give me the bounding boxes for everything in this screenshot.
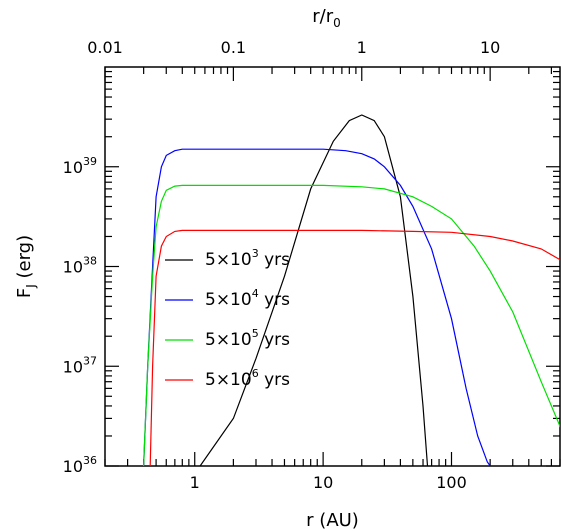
- series-lines: [143, 114, 560, 466]
- y-tick-label: 1038: [63, 255, 97, 277]
- x2-axis-title: r/r0: [312, 6, 341, 30]
- series-line-4: [149, 229, 560, 466]
- x-tick-label: 10: [313, 473, 333, 492]
- x2-tick-label: 1: [357, 38, 367, 57]
- x2-tick-label: 0.1: [221, 38, 246, 57]
- legend-label: 5×106 yrs: [205, 367, 290, 390]
- x2-tick-label: 10: [480, 38, 500, 57]
- legend-label: 5×104 yrs: [205, 287, 290, 310]
- series-line-1: [199, 114, 429, 466]
- y-tick-labels: 1036 1037 1038 1039: [63, 155, 97, 476]
- x-tick-label: 100: [436, 473, 467, 492]
- y-tick-label: 1036: [63, 454, 97, 476]
- y-axis-title: FJ (erg): [14, 235, 38, 298]
- y-tick-label: 1037: [63, 354, 97, 376]
- x2-tick-label: 0.01: [87, 38, 123, 57]
- legend: 5×103 yrs 5×104 yrs 5×105 yrs 5×106 yrs: [165, 247, 290, 390]
- x2-tick-labels: 0.010.1110100: [87, 38, 500, 57]
- x-axis-title: r (AU): [306, 510, 359, 531]
- legend-label: 5×105 yrs: [205, 327, 290, 350]
- plot-frame: [104, 66, 561, 467]
- y-tick-label: 1039: [63, 155, 97, 177]
- series-line-2: [143, 148, 491, 466]
- x-tick-label: 1: [190, 473, 200, 492]
- series-line-3: [143, 184, 560, 466]
- legend-label: 5×103 yrs: [205, 247, 290, 270]
- axis-ticks: [104, 67, 561, 467]
